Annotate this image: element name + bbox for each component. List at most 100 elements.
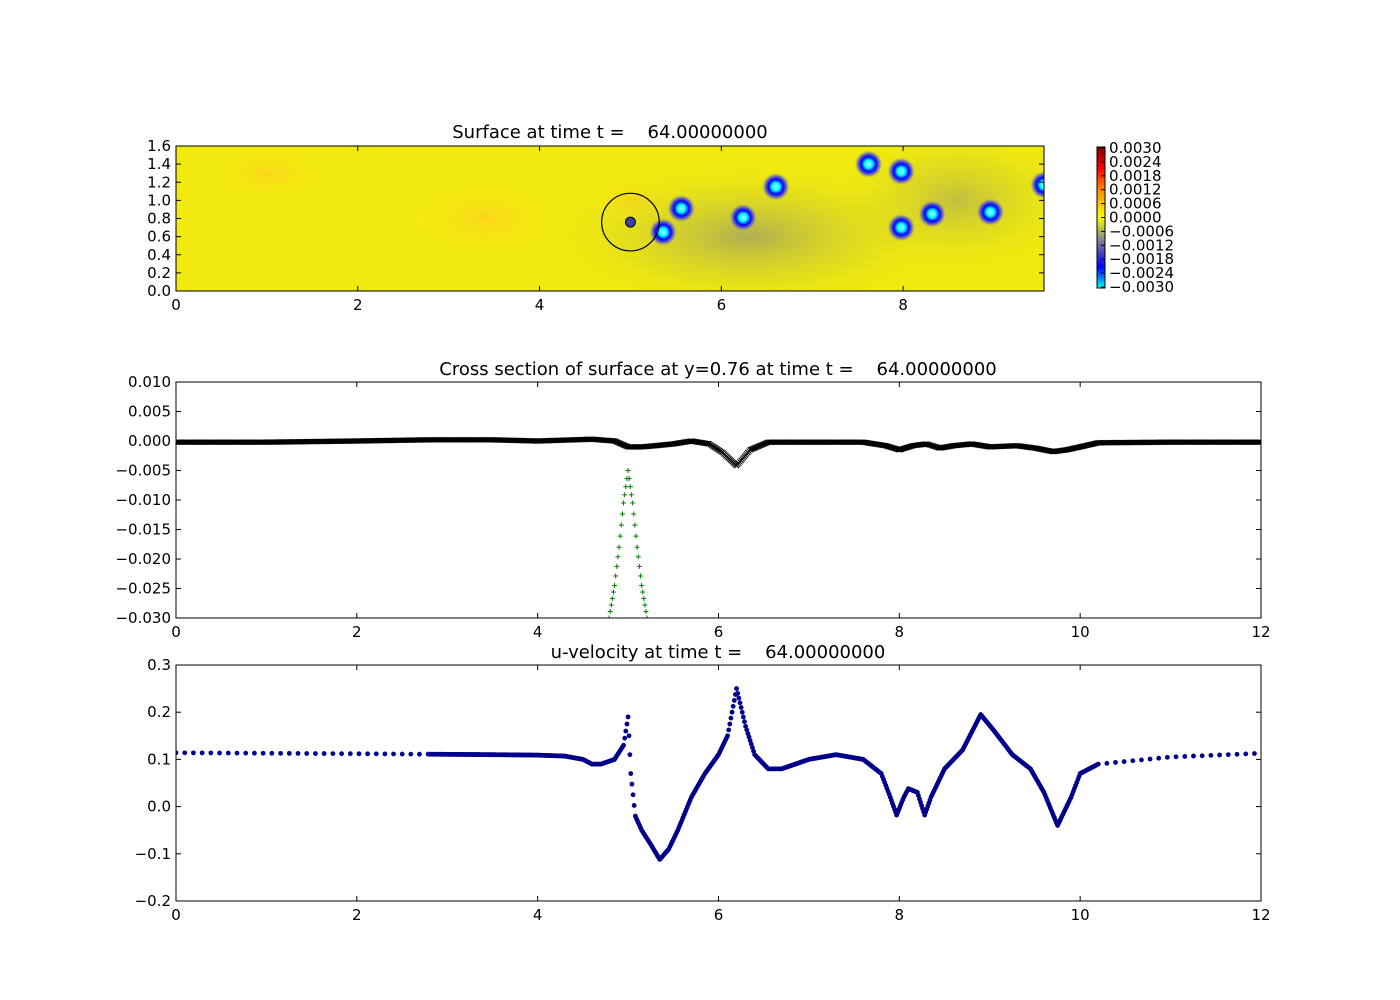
u-velocity-point (1208, 752, 1214, 758)
u-velocity-point (295, 751, 301, 756)
u-velocity-point (191, 750, 196, 756)
u-velocity-xtick-label: 4 (533, 906, 543, 924)
u-velocity-point (1113, 760, 1118, 765)
cross-point-plus (643, 609, 649, 615)
u-velocity-panel: u-velocity at time t = 64.00000000 0 2 4 6 8… (135, 642, 1271, 924)
cross-point-plus (628, 492, 634, 498)
cross-point-plus (631, 511, 637, 517)
u-velocity-point (622, 735, 628, 741)
colorbar-tick-label: 0.0012 (1109, 181, 1162, 199)
cross-point-plus (616, 544, 622, 550)
warm-patch (405, 178, 566, 259)
u-velocity-ytick-label: 0.0 (147, 798, 171, 816)
surface-ytick-label: 0.6 (147, 228, 171, 246)
u-velocity-point (278, 750, 283, 756)
u-velocity-point (347, 751, 353, 757)
cross-section-xtick-label: 6 (714, 623, 724, 641)
cross-point-plus (642, 602, 648, 608)
cross-section-xtick-label: 10 (1071, 623, 1090, 641)
u-velocity-point (735, 690, 741, 696)
u-velocity-point (625, 714, 631, 720)
u-velocity-axes: 0 2 4 6 8 10 12 0.3 0.2 0.1 0.0 −0.1 −0.2 (135, 656, 1271, 924)
u-velocity-point (621, 742, 626, 748)
surface-ytick-label: 0.8 (147, 210, 171, 228)
cross-point-plus (635, 554, 641, 560)
u-velocity-point (408, 751, 414, 757)
surface-xtick-label: 2 (353, 296, 363, 314)
surface-ytick-label: 0.2 (147, 264, 171, 282)
cross-point-plus (617, 533, 623, 539)
u-velocity-point (199, 750, 205, 756)
u-velocity-point (269, 750, 275, 756)
u-velocity-xtick-label: 10 (1071, 906, 1090, 924)
u-velocity-point (339, 751, 344, 757)
cross-section-panel: Cross section of surface at y=0.76 at ti… (115, 359, 1270, 641)
cross-section-ytick-label: 0.000 (128, 432, 171, 450)
colorbar-tick-label: −0.0030 (1109, 278, 1174, 296)
colorbar-tick-label: 0.0000 (1109, 209, 1162, 227)
surface-ytick-label: 1.0 (147, 191, 171, 209)
u-velocity-point (729, 709, 735, 715)
u-velocity-point (742, 719, 747, 725)
u-velocity-ytick-label: 0.2 (147, 703, 171, 721)
u-velocity-point (725, 733, 730, 739)
u-velocity-point (1173, 754, 1179, 760)
u-velocity-point (731, 698, 737, 703)
u-velocity-point (1252, 751, 1257, 756)
u-velocity-point (627, 752, 633, 758)
colorbar-tick-label: 0.0024 (1109, 153, 1162, 171)
surface-xtick-label: 4 (535, 296, 545, 314)
u-velocity-ytick-label: 0.3 (147, 656, 171, 674)
cross-section-markers (176, 436, 1261, 618)
u-velocity-markers (176, 686, 1257, 862)
u-velocity-point (243, 750, 249, 756)
u-velocity-point (1217, 752, 1223, 758)
cross-point-plus (618, 522, 624, 528)
vortex-core (649, 218, 678, 247)
u-velocity-point (417, 751, 422, 757)
u-velocity-point (727, 721, 733, 727)
cross-point-plus (606, 615, 612, 618)
u-velocity-point (1147, 756, 1153, 762)
u-velocity-ytick-label: −0.1 (135, 845, 171, 863)
u-velocity-point (1139, 757, 1144, 763)
u-velocity-point (1199, 753, 1205, 759)
vortex-core (976, 198, 1005, 227)
surface-title: Surface at time t = 64.00000000 (452, 122, 767, 143)
surface-ytick-label: 0.0 (147, 282, 171, 300)
u-velocity-point (736, 695, 742, 701)
u-velocity-point (286, 750, 292, 756)
surface-ytick-label: 0.4 (147, 246, 171, 264)
vortex-core (918, 199, 947, 228)
vortex-core (667, 194, 696, 223)
cross-section-ytick-label: −0.005 (115, 462, 171, 480)
u-velocity-point (356, 751, 362, 757)
u-velocity-frame (175, 664, 1262, 902)
u-velocity-point (1156, 755, 1162, 761)
cross-point-plus (633, 533, 639, 539)
u-velocity-point (628, 771, 634, 776)
surface-xtick-label: 0 (171, 296, 181, 314)
cross-point-plus (622, 492, 628, 498)
cross-point-plus (610, 589, 616, 595)
u-velocity-point (1095, 761, 1101, 767)
u-velocity-point (260, 750, 266, 756)
u-velocity-point (373, 751, 379, 757)
u-velocity-xtick-label: 8 (895, 906, 905, 924)
cross-section-ytick-label: −0.020 (115, 550, 171, 568)
cross-point-plus (625, 468, 631, 473)
vortex-core (1030, 170, 1044, 199)
u-velocity-xtick-label: 2 (352, 906, 362, 924)
cross-point-plus (630, 500, 636, 506)
cross-point-x (704, 440, 711, 447)
u-velocity-point (624, 721, 630, 727)
cross-section-xtick-label: 2 (352, 623, 362, 641)
surface-axes: 0 2 4 6 8 0.00.20.40.60.81.01.21.41.6 (147, 137, 1044, 314)
surface-panel: Surface at time t = 64.00000000 (147, 122, 1174, 314)
u-velocity-point (176, 750, 179, 756)
colorbar-tick-label: −0.0024 (1109, 264, 1174, 282)
colorbar-tick-label: 0.0018 (1109, 167, 1162, 185)
u-velocity-point (1121, 759, 1127, 764)
cross-section-axes: 0 2 4 6 8 10 12 0.010 0.005 0.000 −0.005 −0.010 −0.0… (115, 373, 1270, 641)
